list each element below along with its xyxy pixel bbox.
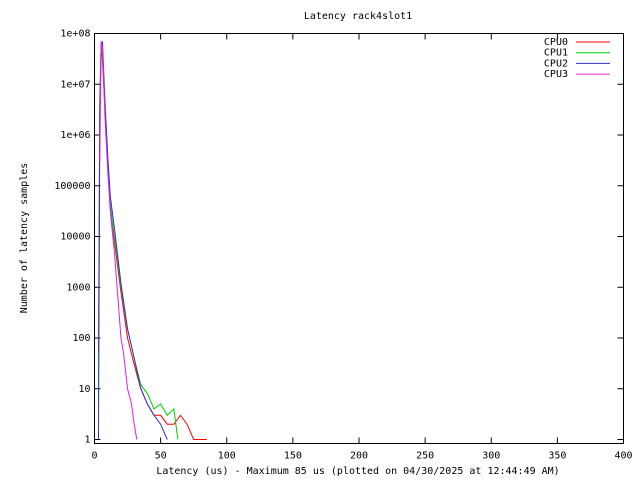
y-axis-label: Number of latency samples	[19, 163, 30, 314]
y-tick-label: 1e+08	[60, 29, 90, 40]
series-line	[99, 41, 138, 440]
x-axis-label: Latency (us) - Maximum 85 us (plotted on…	[156, 466, 559, 477]
chart-title: Latency rack4slot1	[304, 11, 412, 22]
y-tick-label: 1000	[66, 282, 90, 293]
x-tick-label: 200	[350, 451, 368, 462]
y-tick-label: 100000	[54, 181, 90, 192]
x-tick-label: 100	[218, 451, 236, 462]
x-tick-label: 300	[482, 451, 500, 462]
legend-label: CPU1	[544, 48, 568, 59]
x-tick-label: 0	[91, 451, 97, 462]
y-tick-label: 1e+07	[60, 79, 90, 90]
legend-label: CPU0	[544, 37, 568, 48]
x-tick-label: 350	[548, 451, 566, 462]
y-tick-label: 100	[72, 333, 90, 344]
legend-label: CPU3	[544, 69, 568, 80]
x-tick-label: 250	[416, 451, 434, 462]
x-tick-label: 400	[614, 451, 632, 462]
y-tick-label: 10000	[60, 232, 90, 243]
y-tick-label: 1e+06	[60, 130, 90, 141]
x-tick-label: 150	[284, 451, 302, 462]
y-tick-label: 1	[84, 435, 90, 446]
legend-label: CPU2	[544, 58, 568, 69]
x-tick-label: 50	[155, 451, 167, 462]
y-tick-label: 10	[78, 384, 90, 395]
